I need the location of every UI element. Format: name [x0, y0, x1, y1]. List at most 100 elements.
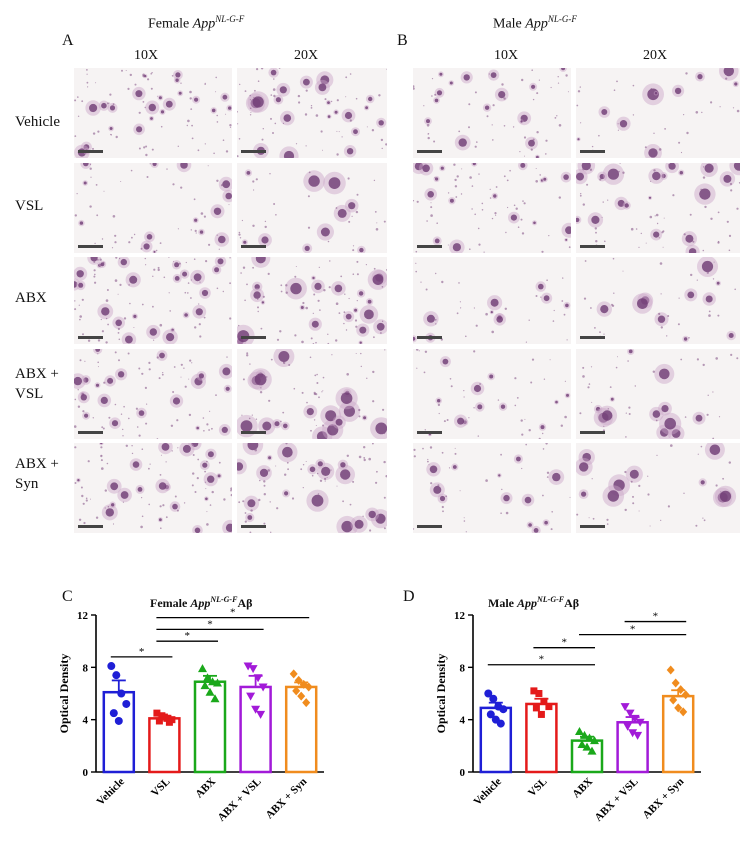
row-label-vsl: VSL	[15, 198, 44, 214]
point	[198, 664, 207, 673]
micrograph-m10-abx-syn	[413, 443, 571, 533]
x-tick-label-0: Vehicle	[472, 776, 504, 808]
scale-bar	[78, 245, 103, 248]
micrograph-m20-abx-vsl	[576, 349, 740, 439]
point	[535, 690, 543, 697]
point	[625, 709, 635, 718]
y-tick-label: 4	[460, 715, 466, 727]
bar-3	[239, 685, 272, 774]
micrograph-f20-vehicle	[237, 68, 387, 158]
point	[674, 703, 683, 713]
y-tick-label: 0	[83, 767, 89, 779]
point	[258, 683, 268, 692]
point	[587, 746, 597, 755]
significance-star: *	[630, 624, 636, 636]
x-tick-label-2: ABX	[193, 776, 218, 801]
point	[530, 687, 538, 695]
scale-bar	[580, 245, 605, 248]
point	[294, 675, 303, 685]
point	[302, 698, 311, 708]
point	[666, 665, 675, 675]
significance-star: *	[561, 637, 567, 649]
y-tick-label: 12	[454, 610, 466, 622]
scale-bar	[580, 336, 605, 339]
scale-bar	[580, 525, 605, 528]
panel-d-letter: D	[403, 588, 415, 605]
significance-star: *	[230, 607, 236, 619]
micrograph-f10-abx-syn	[74, 443, 232, 533]
point	[633, 731, 643, 740]
panel-c-title: Female AppNL-G-FAβ	[150, 595, 253, 610]
y-axis-label: Optical Density	[434, 654, 448, 734]
significance-star: *	[653, 611, 659, 623]
scale-bar	[78, 336, 103, 339]
point	[304, 682, 313, 692]
micrograph-f20-abx-syn	[237, 443, 387, 533]
significance-star: *	[539, 654, 545, 666]
x-tick-label-3: ABX + VSL	[215, 776, 263, 824]
panel-b-20x-header: 20X	[643, 48, 668, 63]
point	[499, 705, 508, 714]
row-label-abx-vsl: ABX + VSL	[15, 366, 59, 402]
scale-bar	[417, 336, 442, 339]
point	[669, 695, 678, 705]
point	[107, 662, 116, 671]
bar-1	[148, 717, 181, 774]
y-tick-label: 12	[77, 610, 89, 622]
micrograph-m10-vsl	[413, 163, 571, 253]
point	[210, 694, 220, 703]
point	[256, 710, 266, 719]
point	[484, 689, 493, 698]
significance-star: *	[139, 646, 145, 658]
point	[575, 726, 584, 735]
point	[532, 704, 540, 712]
micrograph-m20-abx	[576, 257, 740, 344]
scale-bar	[241, 431, 266, 434]
x-tick-label-4: ABX + Syn	[264, 776, 310, 822]
panel-c-letter: C	[62, 588, 73, 605]
scale-bar	[241, 245, 266, 248]
point	[489, 694, 498, 703]
x-tick-label-4: ABX + Syn	[641, 776, 687, 822]
point	[122, 699, 131, 708]
micrograph-f10-abx-vsl	[74, 349, 232, 439]
point	[205, 687, 215, 696]
y-tick-label: 0	[460, 767, 466, 779]
panel-a-letter: A	[62, 32, 74, 49]
point	[297, 691, 306, 701]
micrograph-f20-abx-vsl	[237, 349, 387, 439]
point	[112, 671, 121, 680]
point	[153, 709, 161, 717]
point	[200, 681, 210, 690]
panel-a-title: Female AppNL-G-F	[148, 14, 245, 32]
point	[580, 730, 589, 739]
point	[109, 709, 118, 718]
point	[251, 705, 261, 714]
point	[496, 719, 505, 728]
point	[253, 674, 263, 683]
point	[160, 713, 168, 721]
panel-b-title: Male AppNL-G-F	[493, 14, 577, 32]
point	[628, 729, 638, 738]
point	[590, 736, 599, 745]
point	[545, 703, 553, 711]
y-tick-label: 8	[460, 662, 466, 674]
y-axis-label: Optical Density	[57, 654, 71, 734]
point	[208, 677, 217, 686]
scale-bar	[580, 150, 605, 153]
scale-bar	[241, 336, 266, 339]
point	[635, 718, 645, 727]
row-label-abx: ABX	[15, 290, 47, 306]
scale-bar	[78, 150, 103, 153]
scale-bar	[580, 431, 605, 434]
micrograph-m20-abx-syn	[576, 443, 740, 533]
x-tick-label-1: VSL	[526, 776, 550, 800]
point	[243, 662, 253, 671]
x-tick-label-2: ABX	[570, 776, 595, 801]
point	[676, 685, 685, 695]
micrograph-m20-vehicle	[576, 68, 740, 158]
micrograph-m10-abx	[413, 257, 571, 344]
significance-star: *	[207, 618, 213, 630]
micrograph-f10-abx	[74, 257, 232, 344]
point	[165, 718, 173, 726]
